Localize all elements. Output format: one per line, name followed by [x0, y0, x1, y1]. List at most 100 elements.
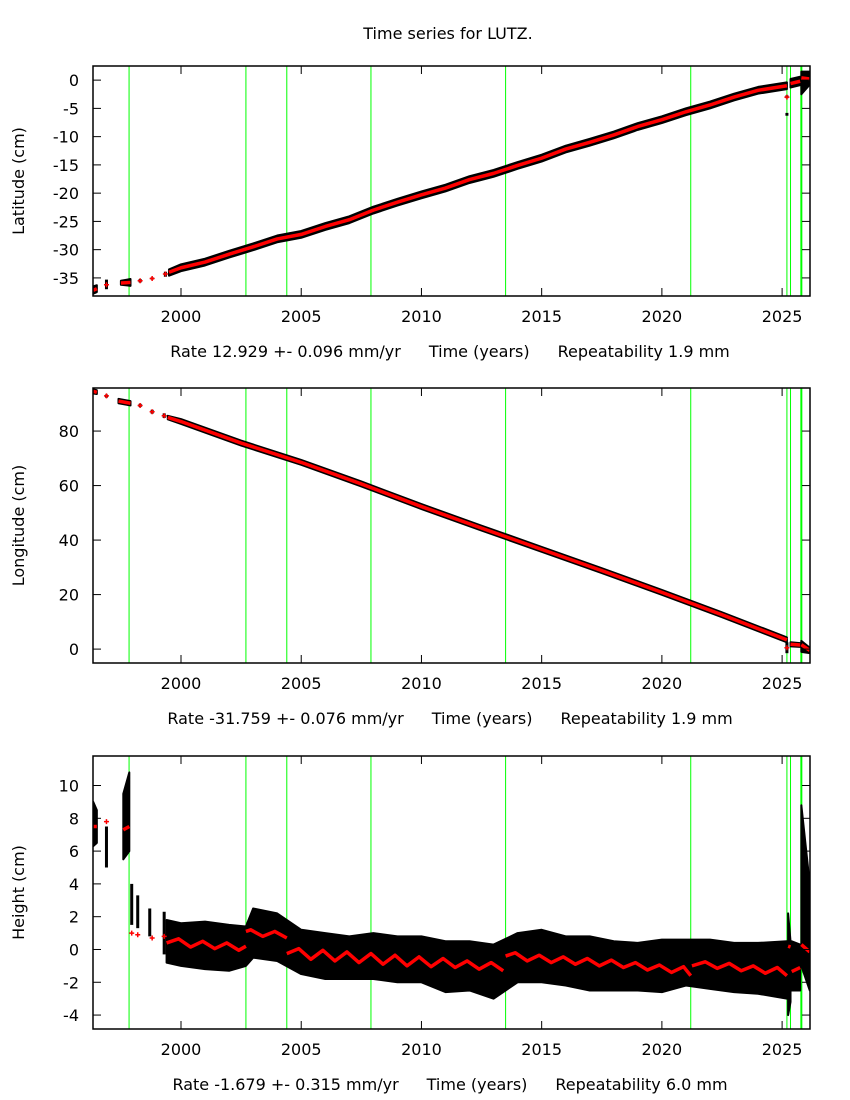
y-axis-label: Latitude (cm) — [9, 127, 28, 235]
y-tick-label: -25 — [53, 212, 79, 231]
y-tick-label: -10 — [53, 128, 79, 147]
x-tick-label: 2005 — [281, 674, 322, 693]
y-tick-label: 8 — [69, 809, 79, 828]
x-tick-label: 2025 — [762, 307, 803, 326]
model-point — [784, 94, 790, 100]
x-tick-label: 2005 — [281, 1040, 322, 1059]
observation-band — [787, 912, 792, 1017]
model-point — [149, 935, 155, 941]
y-tick-label: -30 — [53, 241, 79, 260]
y-axis-label: Height (cm) — [9, 845, 28, 940]
x-tick-label: 2020 — [642, 674, 683, 693]
model-point — [149, 409, 155, 415]
y-tick-label: 40 — [59, 531, 79, 550]
model-point — [161, 933, 167, 939]
x-tick-label: 2010 — [401, 674, 442, 693]
x-tick-label: 2005 — [281, 307, 322, 326]
panel-1: 2000 2005 2010 2015 2020 2025 0 -5 -10 -15 -20 -25 -… — [9, 65, 811, 361]
model-line — [120, 280, 131, 285]
x-tick-label: 2025 — [762, 674, 803, 693]
x-tick-label: 2000 — [161, 674, 202, 693]
y-tick-label: 20 — [59, 586, 79, 605]
y-tick-label: -5 — [63, 99, 79, 118]
x-axis-caption: Rate -31.759 +- 0.076 mm/yr Time (years) R… — [167, 709, 732, 728]
model-line — [790, 965, 801, 974]
model-point — [137, 278, 143, 284]
plot-frame — [92, 387, 811, 664]
observation-band — [122, 771, 131, 861]
x-tick-label: 2010 — [401, 1040, 442, 1059]
model-line — [118, 399, 131, 405]
x-axis-label: Time (years) — [431, 709, 533, 728]
panel-3: 2000 2005 2010 2015 2020 2025 10 8 6 4 2 0 -2 -4 Heigh… — [9, 755, 811, 1094]
model-point — [135, 932, 141, 938]
y-tick-label: 0 — [69, 640, 79, 659]
model-point — [162, 271, 168, 277]
observation-point — [785, 112, 789, 116]
observation-band — [790, 940, 802, 992]
y-tick-label: -4 — [63, 1006, 79, 1025]
observation-band — [93, 800, 98, 848]
y-tick-label: 0 — [69, 940, 79, 959]
x-axis-label: Time (years) — [426, 1075, 528, 1094]
observation-point — [130, 883, 134, 925]
model-line — [168, 84, 788, 274]
observation-point — [136, 895, 140, 929]
figure-title: Time series for LUTZ. — [362, 24, 532, 43]
x-tick-label: 2020 — [642, 307, 683, 326]
y-tick-label: 4 — [69, 875, 79, 894]
repeatability-text: Repeatability 6.0 mm — [555, 1075, 727, 1094]
model-point — [103, 282, 109, 288]
model-line — [790, 79, 801, 86]
x-tick-label: 2015 — [521, 1040, 562, 1059]
model-line — [122, 824, 131, 832]
model-line — [790, 642, 801, 647]
model-point — [161, 413, 167, 419]
y-tick-label: 80 — [59, 422, 79, 441]
repeatability-text: Repeatability 1.9 mm — [561, 709, 733, 728]
model-line — [286, 946, 505, 973]
x-axis-caption: Rate 12.929 +- 0.096 mm/yr Time (years) Re… — [170, 342, 730, 361]
y-axis-label: Longitude (cm) — [9, 465, 28, 587]
model-point — [129, 930, 135, 936]
model-line — [93, 389, 98, 395]
x-axis-label: Time (years) — [428, 342, 530, 361]
y-tick-label: -35 — [53, 269, 79, 288]
y-tick-label: 2 — [69, 908, 79, 927]
x-tick-label: 2000 — [161, 307, 202, 326]
x-tick-label: 2025 — [762, 1040, 803, 1059]
model-line — [167, 415, 788, 642]
model-line — [691, 960, 789, 978]
model-point — [137, 402, 143, 408]
model-point — [784, 645, 790, 651]
rate-text: Rate -31.759 +- 0.076 mm/yr — [167, 709, 404, 728]
observation-point — [148, 908, 152, 937]
model-point — [103, 819, 109, 825]
model-point — [149, 275, 155, 281]
rate-text: Rate -1.679 +- 0.315 mm/yr — [172, 1075, 399, 1094]
y-tick-label: -2 — [63, 973, 79, 992]
observation-point — [104, 826, 108, 868]
model-line — [801, 76, 810, 81]
plot-frame — [92, 65, 811, 297]
y-tick-label: -20 — [53, 184, 79, 203]
y-tick-label: -15 — [53, 156, 79, 175]
plot-area — [93, 388, 810, 663]
observation-band — [165, 907, 788, 1000]
model-line — [800, 943, 810, 954]
model-line — [505, 951, 693, 977]
plot-area — [93, 756, 810, 1029]
panel-2: 2000 2005 2010 2015 2020 2025 80 60 40 20 0 Longitu… — [9, 387, 811, 728]
x-tick-label: 2015 — [521, 307, 562, 326]
model-point — [103, 393, 109, 399]
x-axis-caption: Rate -1.679 +- 0.315 mm/yr Time (years) Re… — [172, 1075, 727, 1094]
x-tick-label: 2020 — [642, 1040, 683, 1059]
y-tick-label: 0 — [69, 71, 79, 90]
observation-point — [162, 911, 166, 955]
model-line — [93, 287, 98, 292]
repeatability-text: Repeatability 1.9 mm — [558, 342, 730, 361]
x-tick-label: 2000 — [161, 1040, 202, 1059]
y-tick-label: 60 — [59, 477, 79, 496]
y-tick-label: 6 — [69, 842, 79, 861]
